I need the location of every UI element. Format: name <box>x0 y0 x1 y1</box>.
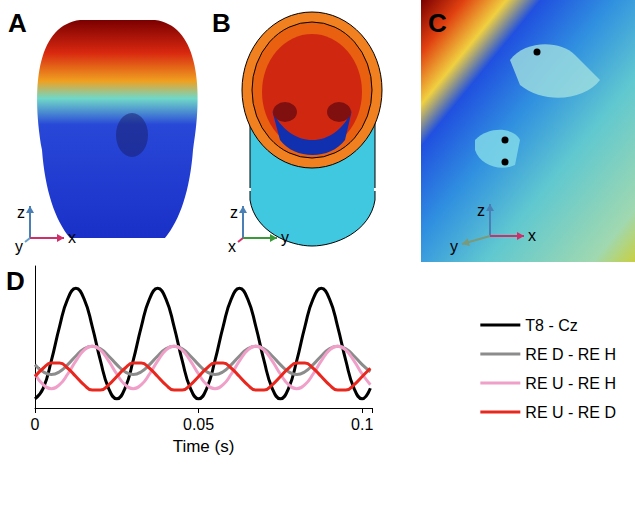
html-text:D: D <box>6 266 25 296</box>
svg-text:x: x <box>228 238 236 255</box>
svg-text:0.1: 0.1 <box>351 416 373 433</box>
svg-text:RE U - RE D: RE U - RE D <box>525 404 616 421</box>
svg-text:RE U - RE H: RE U - RE H <box>525 375 616 392</box>
svg-text:A: A <box>8 8 27 38</box>
svg-text:B: B <box>212 8 231 38</box>
svg-text:0.05: 0.05 <box>183 416 214 433</box>
svg-text:y: y <box>450 238 458 255</box>
svg-text:C: C <box>428 8 447 38</box>
svg-text:y: y <box>281 229 289 246</box>
svg-text:x: x <box>528 227 536 244</box>
svg-text:z: z <box>230 204 238 221</box>
svg-text:x: x <box>68 229 76 246</box>
svg-text:z: z <box>17 204 25 221</box>
svg-text:T8 - Cz: T8 - Cz <box>525 317 577 334</box>
svg-text:RE D - RE H: RE D - RE H <box>525 346 616 363</box>
svg-text:Time (s): Time (s) <box>173 437 235 456</box>
svg-text:0: 0 <box>31 416 40 433</box>
svg-text:z: z <box>477 202 485 219</box>
svg-text:y: y <box>15 238 23 255</box>
